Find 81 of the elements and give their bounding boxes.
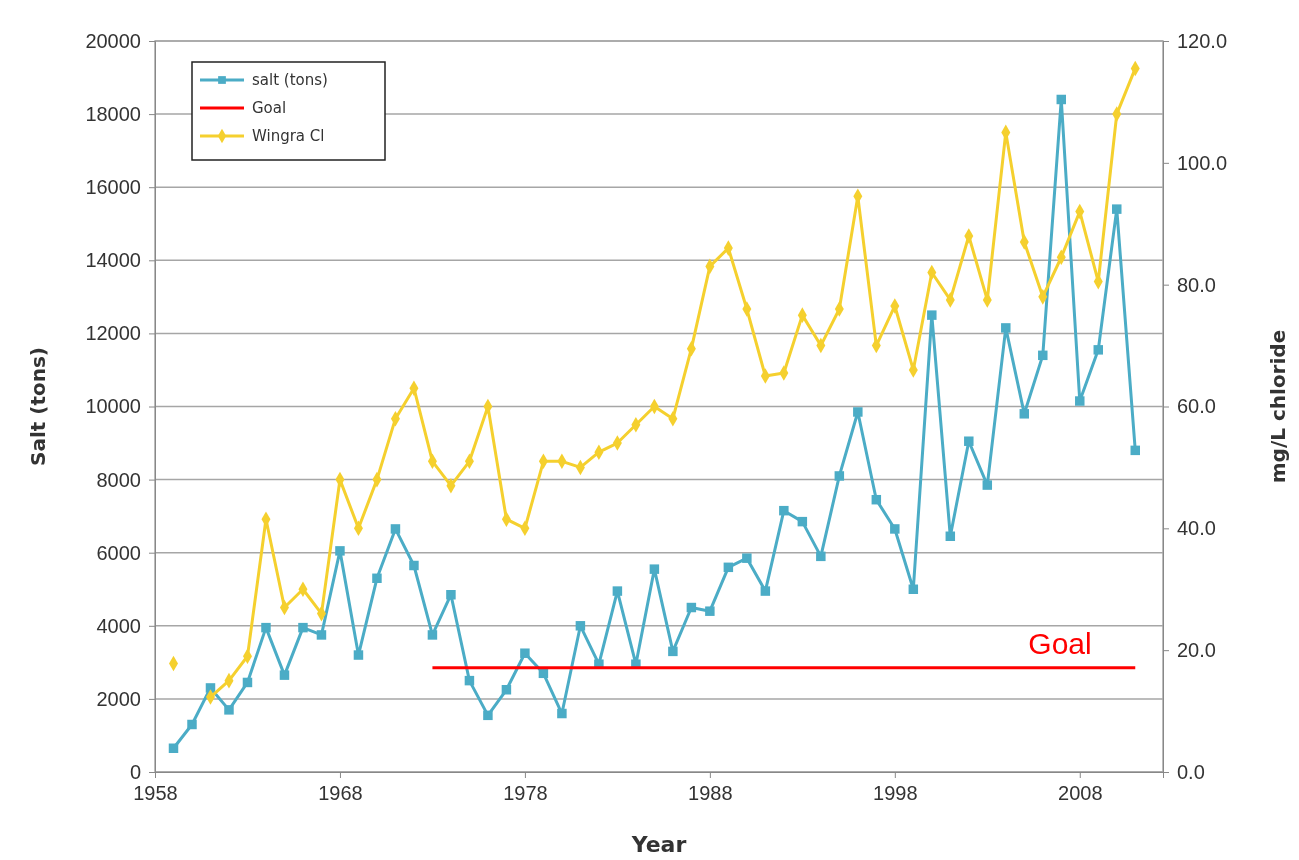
y-tick-label: 14000 <box>85 249 141 272</box>
point <box>742 553 752 563</box>
y-tick-label: 8000 <box>96 468 141 491</box>
legend-label: salt (tons) <box>252 71 328 89</box>
point <box>335 546 345 556</box>
annotation: Goal <box>1028 627 1092 660</box>
point <box>964 436 974 446</box>
point <box>483 710 493 721</box>
y-tick-label: 6000 <box>96 541 141 564</box>
point <box>945 531 956 541</box>
point <box>446 589 456 600</box>
legend-label: Wingra Cl <box>252 127 325 145</box>
point <box>834 471 845 481</box>
point <box>816 551 826 562</box>
point <box>797 516 808 527</box>
y-tick-label: 16000 <box>85 176 141 199</box>
point <box>779 505 789 516</box>
point <box>890 524 900 534</box>
point <box>1038 350 1048 361</box>
y2-tick-label: 60.0 <box>1177 395 1216 418</box>
point <box>409 560 419 571</box>
x-tick-label: 1978 <box>503 782 548 805</box>
point <box>575 621 586 631</box>
y-tick-label: 4000 <box>96 614 141 637</box>
point <box>705 606 715 616</box>
x-tick-label: 1958 <box>133 782 178 805</box>
point <box>1001 323 1011 333</box>
point <box>390 524 401 534</box>
point <box>520 648 530 658</box>
point <box>538 668 549 679</box>
y2-axis-title: mg/L chloride <box>1266 329 1290 484</box>
point <box>353 650 364 660</box>
point <box>1075 396 1085 406</box>
legend-label: Goal <box>252 99 287 117</box>
point <box>1130 445 1140 456</box>
point <box>427 630 438 640</box>
y2-tick-label: 20.0 <box>1177 639 1216 662</box>
point <box>612 586 623 596</box>
point <box>168 743 179 753</box>
y-tick-label: 2000 <box>96 687 141 710</box>
y-tick-label: 12000 <box>85 322 141 345</box>
y2-tick-label: 40.0 <box>1177 517 1216 540</box>
y-tick-label: 0 <box>129 760 141 783</box>
point <box>649 564 660 574</box>
x-axis-title: Year <box>630 832 687 857</box>
point <box>557 708 567 719</box>
point <box>1019 409 1030 419</box>
point <box>668 646 678 657</box>
y2-tick-label: 80.0 <box>1177 273 1216 296</box>
point <box>298 622 308 633</box>
point <box>1112 204 1122 214</box>
y2-tick-label: 120.0 <box>1177 29 1228 52</box>
point <box>464 675 475 686</box>
x-tick-label: 2008 <box>1058 782 1103 805</box>
point <box>982 480 993 490</box>
point <box>501 685 512 695</box>
y-axis-title: Salt (tons) <box>26 346 50 467</box>
point <box>908 584 919 594</box>
point <box>372 573 382 584</box>
point <box>1056 94 1067 105</box>
point <box>1093 345 1104 355</box>
point <box>853 407 863 417</box>
y2-tick-label: 100.0 <box>1177 151 1228 174</box>
x-tick-label: 1998 <box>873 782 918 805</box>
point <box>187 719 197 730</box>
x-tick-label: 1968 <box>318 782 363 805</box>
point <box>927 310 937 320</box>
point <box>686 602 697 613</box>
y-tick-label: 10000 <box>85 395 141 418</box>
point <box>224 705 234 715</box>
y-tick-label: 20000 <box>85 29 141 52</box>
y2-tick-label: 0.0 <box>1177 760 1205 783</box>
y-tick-label: 18000 <box>85 103 141 125</box>
point <box>723 562 734 573</box>
point <box>261 622 271 633</box>
x-tick-label: 1988 <box>688 782 733 805</box>
point <box>760 586 771 596</box>
point <box>242 677 253 688</box>
point <box>871 494 882 505</box>
point <box>279 670 290 680</box>
point <box>316 630 327 640</box>
